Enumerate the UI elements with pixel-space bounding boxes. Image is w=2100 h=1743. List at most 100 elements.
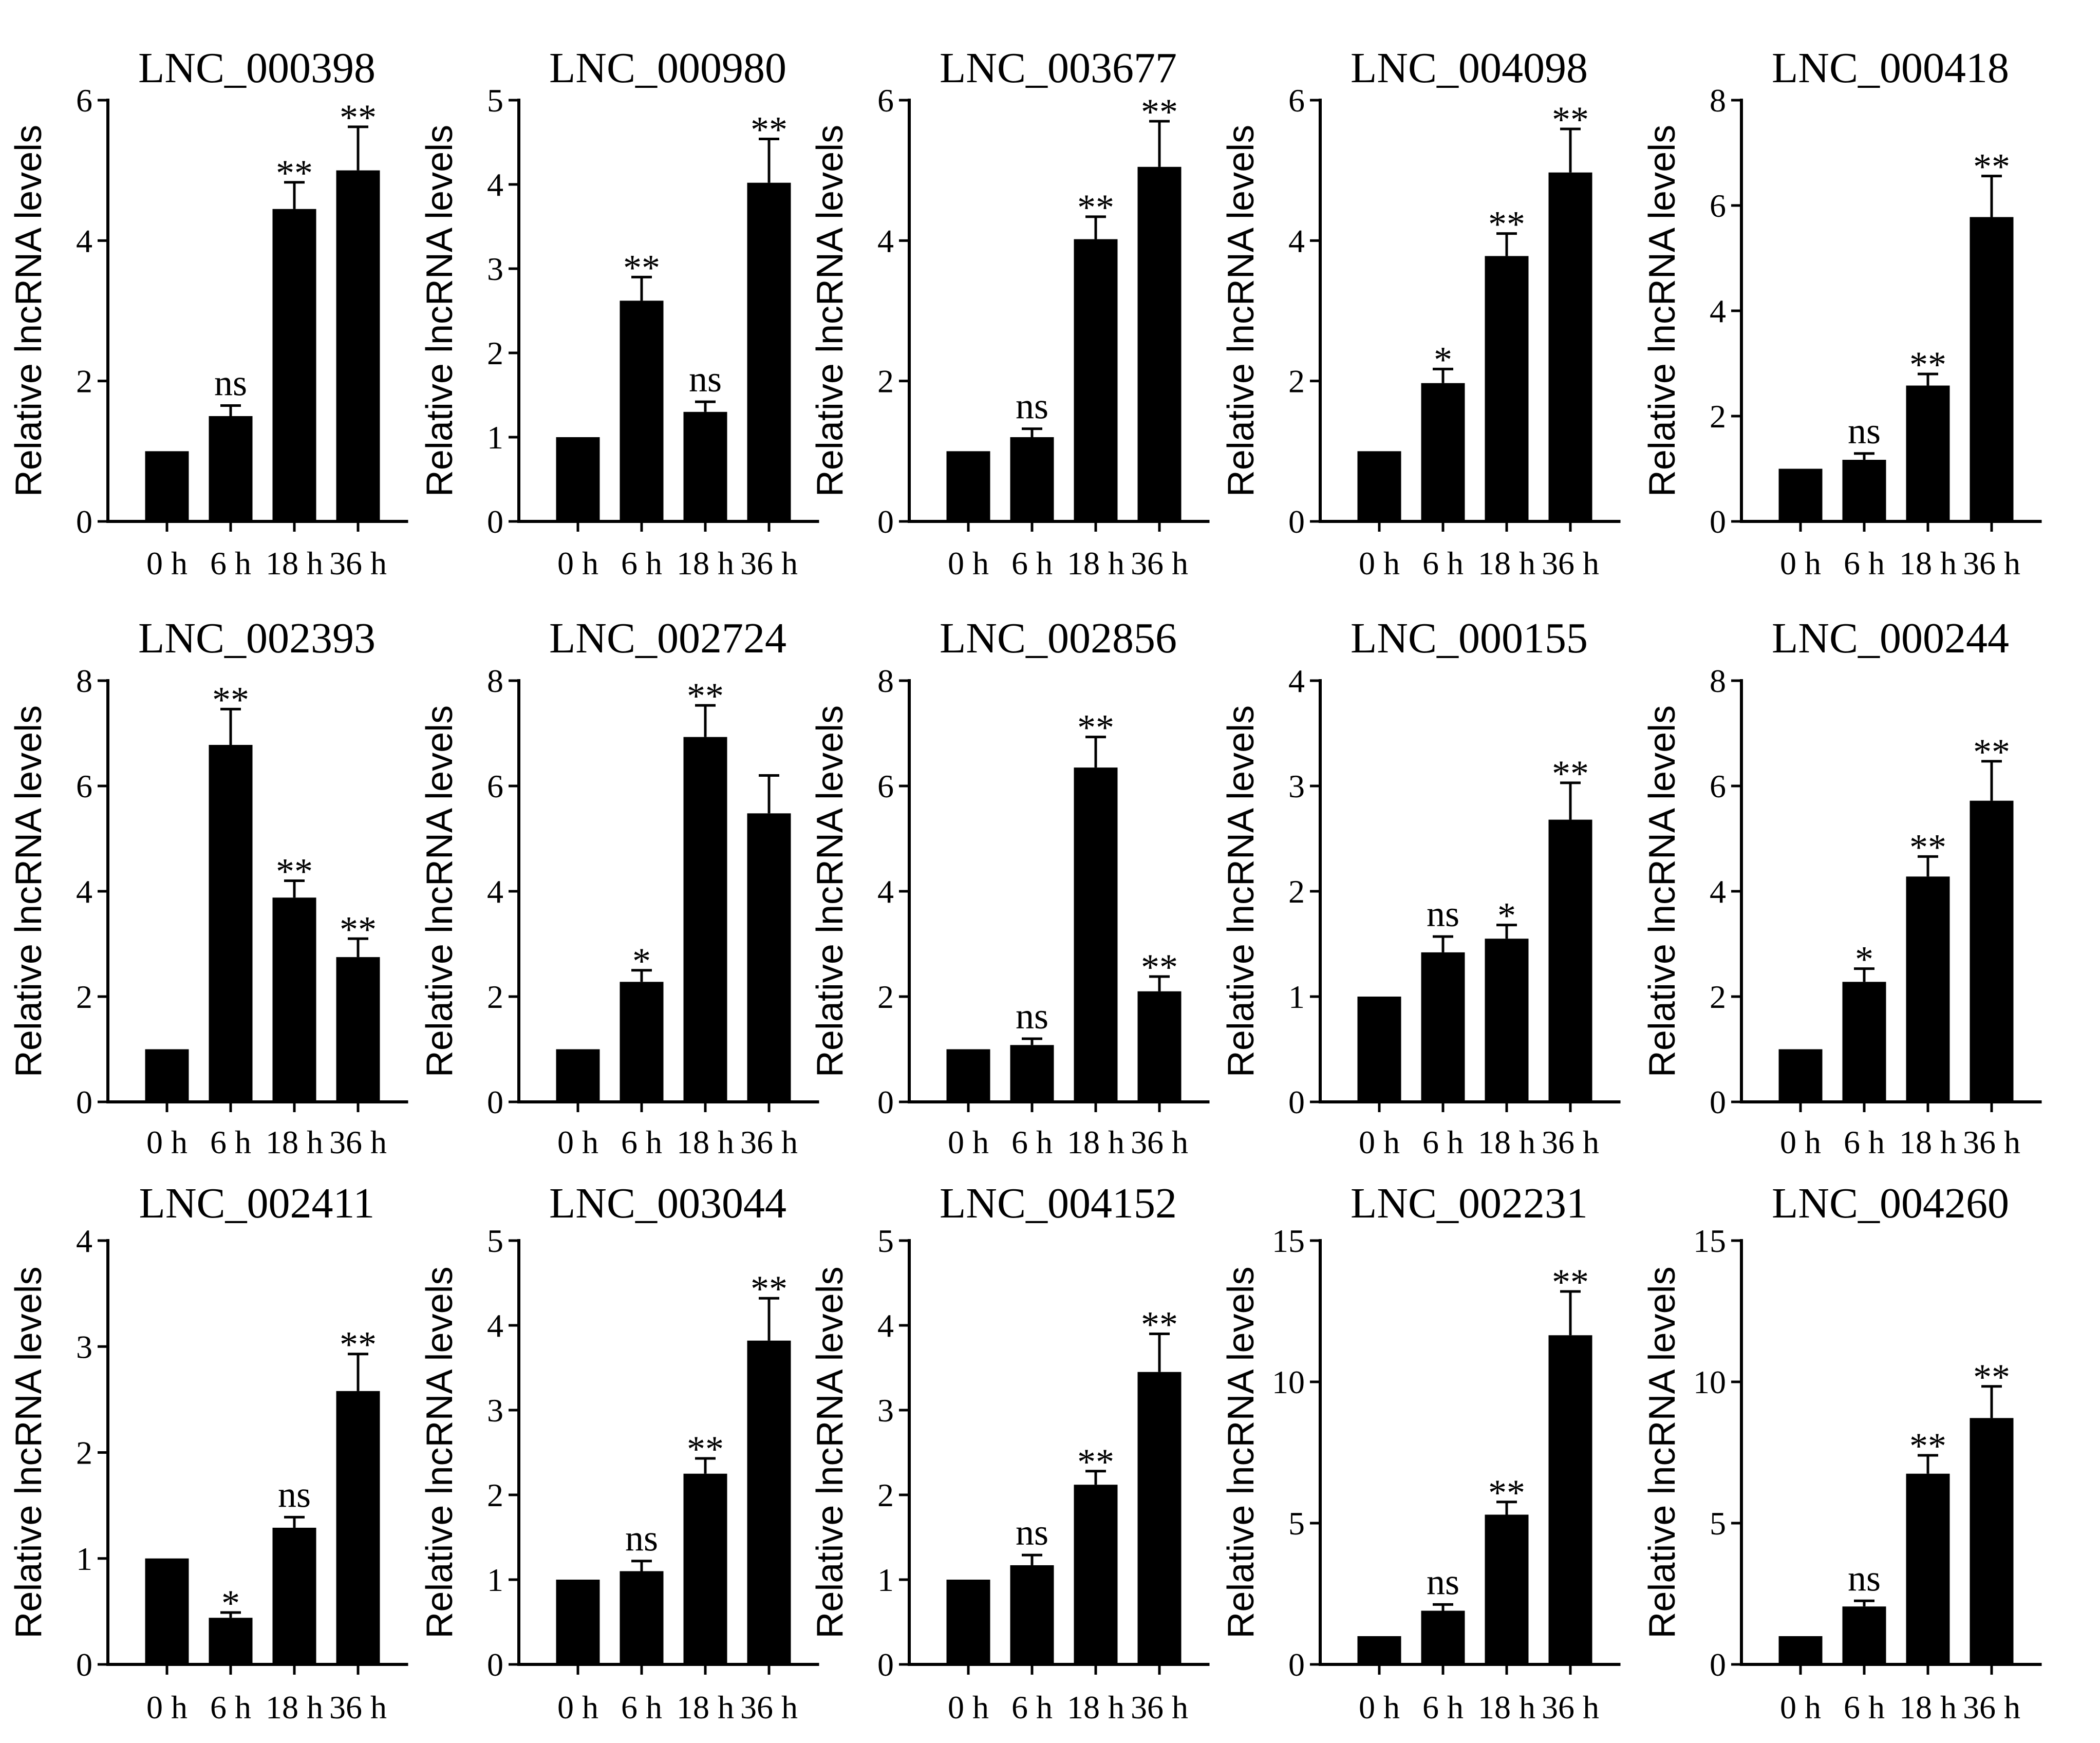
significance-label: ** — [1077, 187, 1114, 228]
significance-label: ** — [340, 909, 377, 950]
chart-title: LNC_000980 — [549, 44, 786, 92]
y-tick-label: 2 — [487, 335, 503, 371]
bar-6h — [1421, 952, 1465, 1102]
y-tick-label: 2 — [487, 979, 503, 1015]
chart-7: LNC_002856 Relative lncRNA levels 0 2 4 6 8 0 h… — [810, 614, 1210, 1160]
x-tick-label: 18 h — [266, 1124, 323, 1160]
bar-6h — [209, 416, 253, 521]
bar-18h — [683, 1473, 727, 1664]
significance-label: * — [221, 1583, 240, 1624]
x-tick-label: 0 h — [1359, 1689, 1400, 1726]
bar-36h — [336, 170, 380, 522]
y-axis-label: Relative lncRNA levels — [8, 1266, 49, 1638]
x-tick-label: 36 h — [1963, 1689, 2020, 1726]
bar-36h — [336, 1391, 380, 1664]
x-tick-label: 36 h — [1131, 1689, 1188, 1726]
x-tick-label: 6 h — [1844, 1689, 1885, 1726]
x-tick-label: 36 h — [1542, 1689, 1599, 1726]
bar-18h — [1906, 385, 1950, 521]
chart-1: LNC_000980 Relative lncRNA levels 0 1 2 3 4 5 0 … — [419, 44, 819, 582]
y-tick-label: 8 — [1710, 82, 1726, 119]
x-tick-label: 18 h — [1478, 545, 1535, 582]
y-tick-label: 6 — [877, 768, 894, 804]
bar-18h — [1485, 1514, 1529, 1664]
chart-14: LNC_004260 Relative lncRNA levels 0 5 10 15 0 … — [1642, 1179, 2042, 1726]
significance-label: ** — [687, 676, 724, 717]
bar-0h — [946, 1580, 990, 1664]
x-tick-label: 6 h — [621, 1124, 662, 1160]
y-tick-label: 4 — [487, 873, 503, 910]
x-tick-label: 0 h — [1359, 545, 1400, 582]
y-tick-label: 1 — [487, 1562, 503, 1598]
y-tick-label: 2 — [76, 363, 92, 400]
y-tick-label: 6 — [1288, 82, 1305, 119]
y-tick-label: 1 — [877, 1562, 894, 1598]
y-axis-label: Relative lncRNA levels — [810, 1266, 851, 1638]
x-tick-label: 18 h — [677, 1124, 734, 1160]
bar-6h — [1842, 1606, 1886, 1664]
bar-0h — [556, 1580, 600, 1664]
y-tick-label: 0 — [877, 503, 894, 540]
y-tick-label: 3 — [76, 1328, 92, 1365]
x-tick-label: 18 h — [1899, 1124, 1957, 1160]
significance-label: ns — [1848, 1558, 1881, 1599]
bar-0h — [1778, 1049, 1823, 1102]
bar-6h — [1842, 460, 1886, 521]
chart-title: LNC_004152 — [940, 1179, 1177, 1227]
y-tick-label: 6 — [1710, 768, 1726, 804]
bar-36h — [1548, 172, 1592, 521]
x-tick-label: 6 h — [1422, 1124, 1464, 1160]
x-tick-label: 6 h — [1422, 545, 1464, 582]
x-tick-label: 18 h — [1067, 1689, 1124, 1726]
y-tick-label: 2 — [1288, 873, 1305, 910]
y-tick-label: 0 — [487, 503, 503, 540]
significance-label: ** — [340, 97, 377, 138]
bar-18h — [1074, 239, 1118, 522]
y-tick-label: 5 — [487, 1223, 503, 1259]
significance-label: ns — [214, 363, 247, 404]
significance-label: ** — [1552, 753, 1589, 794]
x-tick-label: 18 h — [677, 1689, 734, 1726]
y-axis-label: Relative lncRNA levels — [1221, 1266, 1262, 1638]
bar-36h — [1970, 1418, 2014, 1664]
x-tick-label: 18 h — [677, 545, 734, 582]
chart-title: LNC_000398 — [138, 44, 376, 92]
y-tick-label: 5 — [1288, 1505, 1305, 1542]
bar-6h — [1421, 383, 1465, 521]
y-tick-label: 15 — [1693, 1223, 1726, 1259]
significance-label: ns — [689, 359, 722, 400]
bar-0h — [946, 451, 990, 521]
y-axis-label: Relative lncRNA levels — [1642, 705, 1683, 1077]
x-tick-label: 0 h — [1359, 1124, 1400, 1160]
significance-label: ** — [623, 247, 660, 288]
chart-title: LNC_002724 — [549, 614, 786, 662]
y-axis-label: Relative lncRNA levels — [810, 125, 851, 497]
y-axis-label: Relative lncRNA levels — [1221, 125, 1262, 497]
y-tick-label: 4 — [76, 222, 92, 259]
bar-6h — [209, 1618, 253, 1664]
chart-title: LNC_002231 — [1351, 1179, 1588, 1227]
chart-2: LNC_003677 Relative lncRNA levels 0 2 4 6 0 h 6… — [810, 44, 1210, 582]
y-axis-label: Relative lncRNA levels — [1221, 705, 1262, 1077]
y-tick-label: 4 — [877, 873, 894, 910]
y-tick-label: 0 — [877, 1084, 894, 1120]
x-tick-label: 18 h — [1899, 1689, 1957, 1726]
bar-0h — [1357, 1636, 1401, 1664]
bar-0h — [1778, 1636, 1823, 1664]
x-tick-label: 18 h — [266, 1689, 323, 1726]
bar-36h — [1970, 217, 2014, 521]
bar-36h — [336, 957, 380, 1102]
bar-18h — [272, 209, 316, 521]
y-tick-label: 0 — [76, 1084, 92, 1120]
x-tick-label: 36 h — [329, 1689, 387, 1726]
y-tick-label: 2 — [76, 1435, 92, 1471]
y-tick-label: 4 — [1288, 663, 1305, 699]
y-tick-label: 5 — [877, 1223, 894, 1259]
y-axis-label: Relative lncRNA levels — [419, 1266, 460, 1638]
chart-6: LNC_002724 Relative lncRNA levels 0 2 4 6 8 0 h… — [419, 614, 819, 1160]
y-tick-label: 6 — [1710, 188, 1726, 224]
y-tick-label: 8 — [76, 663, 92, 699]
y-tick-label: 2 — [877, 363, 894, 400]
chart-4: LNC_000418 Relative lncRNA levels 0 2 4 6 8 0 h… — [1642, 44, 2042, 582]
